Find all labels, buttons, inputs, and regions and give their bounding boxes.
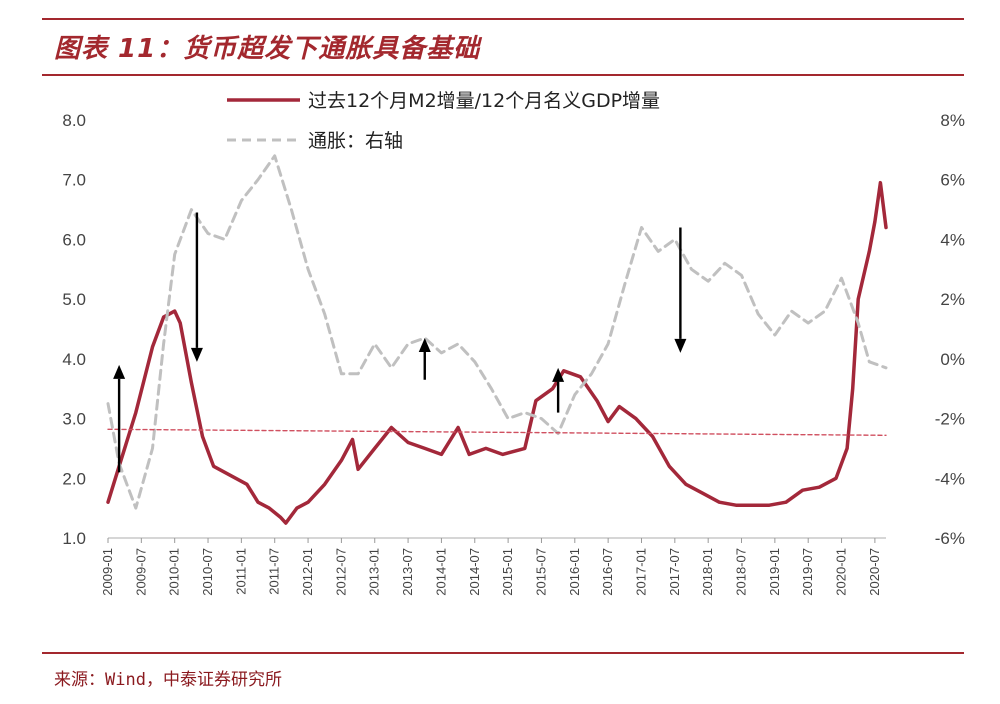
arrow-down-icon [674, 338, 687, 353]
title-rule-bottom [42, 74, 964, 76]
x-tick-label: 2019-07 [800, 548, 815, 596]
x-tick-label: 2014-01 [433, 548, 448, 596]
x-tick-label: 2012-01 [300, 548, 315, 596]
y-right-tick-label: 0% [940, 350, 965, 369]
series-layer [106, 154, 888, 525]
x-tick-label: 2019-01 [767, 548, 782, 596]
y-left-tick-label: 2.0 [62, 469, 86, 488]
series-line-reference [107, 428, 887, 436]
legend-label-inflation: 通胀：右轴 [308, 130, 403, 152]
series-line-inflation [106, 154, 888, 510]
chart-title: 图表 11：货币超发下通胀具备基础 [54, 34, 481, 64]
y-right-axis: 8% 6% 4% 2% 0% -2% -4% -6% [935, 111, 965, 548]
x-tick-label: 2010-01 [167, 548, 182, 596]
y-right-tick-label: 4% [940, 230, 965, 249]
x-tick-label: 2011-07 [267, 548, 282, 595]
x-tick-label: 2015-07 [533, 548, 548, 596]
x-tick-label: 2015-01 [500, 548, 515, 596]
annotation-arrows [113, 212, 687, 473]
y-left-tick-label: 6.0 [62, 230, 86, 249]
x-tick-label: 2017-07 [667, 548, 682, 596]
x-tick-label: 2016-07 [600, 548, 615, 596]
x-tick-label: 2018-01 [700, 548, 715, 596]
x-tick-label: 2014-07 [467, 548, 482, 596]
arrow-up-icon [418, 337, 431, 352]
source-rule [42, 652, 964, 654]
x-tick-label: 2020-01 [834, 548, 849, 596]
y-left-tick-label: 1.0 [62, 529, 86, 548]
x-tick-label: 2013-07 [400, 548, 415, 596]
arrow-down-icon [190, 347, 203, 362]
x-tick-label: 2020-07 [867, 548, 882, 596]
x-tick-label: 2018-07 [734, 548, 749, 596]
y-right-tick-label: 2% [940, 290, 965, 309]
y-left-tick-label: 3.0 [62, 410, 86, 429]
arrow-up-icon [113, 364, 126, 379]
x-tick-label: 2013-01 [367, 548, 382, 596]
legend: 过去12个月M2增量/12个月名义GDP增量 通胀：右轴 [227, 90, 660, 152]
x-tick-label: 2016-01 [567, 548, 582, 596]
y-left-tick-label: 7.0 [62, 171, 86, 190]
legend-label-m2-ratio: 过去12个月M2增量/12个月名义GDP增量 [308, 90, 660, 112]
y-left-tick-label: 5.0 [62, 290, 86, 309]
x-tick-label: 2009-07 [133, 548, 148, 596]
y-left-axis: 8.0 7.0 6.0 5.0 4.0 3.0 2.0 1.0 [62, 111, 86, 548]
x-tick-label: 2012-07 [333, 548, 348, 596]
series-line-m2-ratio [106, 180, 888, 525]
arrow-up-icon [552, 367, 565, 382]
y-right-tick-label: 8% [940, 111, 965, 130]
y-right-tick-label: -6% [935, 529, 965, 548]
y-left-tick-label: 4.0 [62, 350, 86, 369]
title-rule-top [42, 18, 964, 20]
x-tick-label: 2010-07 [200, 548, 215, 596]
x-tick-label: 2011-01 [233, 548, 248, 595]
x-tick-label: 2009-01 [100, 548, 115, 596]
x-axis: 2009-01 2009-07 2010-01 2010-07 2011-01 2011-… [100, 538, 882, 596]
source-note: 来源：Wind，中泰证券研究所 [54, 670, 282, 690]
y-right-tick-label: -4% [935, 469, 965, 488]
x-tick-label: 2017-01 [633, 548, 648, 596]
y-right-tick-label: -2% [935, 410, 965, 429]
chart: 8.0 7.0 6.0 5.0 4.0 3.0 2.0 1.0 8% 6% 4% 2% 0% -2% -4… [62, 90, 965, 596]
y-right-tick-label: 6% [940, 171, 965, 190]
y-left-tick-label: 8.0 [62, 111, 86, 130]
